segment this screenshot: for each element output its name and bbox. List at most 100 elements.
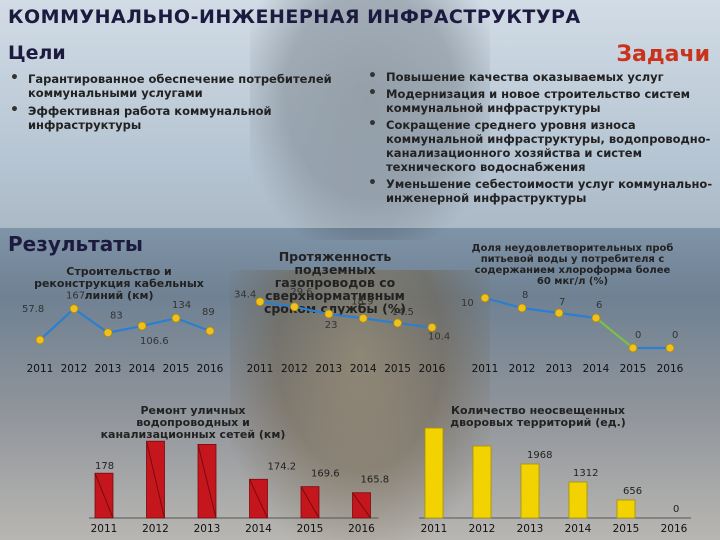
x-tick-label: 2013 — [517, 523, 544, 535]
series-line-segment — [259, 300, 295, 308]
x-tick-label: 2011 — [421, 523, 448, 535]
x-tick-label: 2012 — [61, 363, 88, 375]
data-point — [171, 313, 181, 323]
data-point — [255, 297, 265, 307]
data-point — [358, 313, 368, 323]
x-tick-label: 2015 — [613, 523, 640, 535]
x-tick-label: 2016 — [348, 523, 375, 535]
x-tick-label: 2015 — [297, 523, 324, 535]
data-label: 106.6 — [140, 336, 169, 347]
data-point — [591, 313, 601, 323]
chart-title-cable: Строительство и реконструкция кабельных … — [34, 265, 204, 302]
data-point — [324, 309, 334, 319]
task-item: Повышение качества оказываемых услуг — [366, 69, 716, 84]
task-item: Уменьшение себестоимости услуг коммуналь… — [366, 176, 716, 205]
series-line-segment — [107, 324, 143, 334]
x-tick-label: 2013 — [315, 363, 342, 375]
bar-diagonal — [146, 441, 165, 519]
series-line-segment — [141, 317, 177, 328]
x-tick-label: 2014 — [583, 363, 610, 375]
series-line-segment — [39, 307, 75, 341]
series-line-segment — [397, 321, 433, 329]
chart-title-pipes: Ремонт уличных водопроводных и канализац… — [100, 404, 286, 441]
data-label: 7 — [559, 297, 565, 308]
data-label: 29.6 — [290, 287, 312, 298]
data-label: 169.6 — [311, 469, 340, 480]
bar-diagonal — [94, 473, 114, 519]
x-tick-label: 2012 — [509, 363, 536, 375]
series-line-segment — [363, 317, 398, 325]
data-point — [480, 293, 490, 303]
series-line-segment — [595, 317, 634, 349]
x-tick-label: 2015 — [163, 363, 190, 375]
x-tick-label: 2016 — [197, 363, 224, 375]
x-tick-label: 2016 — [657, 363, 684, 375]
data-point — [393, 318, 403, 328]
x-tick-label: 2011 — [247, 363, 274, 375]
chart-title-lighting: Количество неосвещенных дворовых террито… — [450, 404, 626, 429]
data-point — [665, 343, 675, 353]
data-point — [103, 328, 113, 338]
x-tick-label: 2014 — [245, 523, 272, 535]
x-tick-label: 2012 — [142, 523, 169, 535]
x-tick-label: 2012 — [281, 363, 308, 375]
data-label: 165.8 — [361, 475, 390, 486]
results-heading: Результаты — [8, 232, 143, 256]
data-label: 6 — [596, 300, 602, 311]
data-point — [137, 321, 147, 331]
data-label: 1312 — [573, 468, 598, 479]
x-tick-label: 2014 — [350, 363, 377, 375]
data-label: 656 — [623, 486, 642, 497]
chart-title-gas: Протяженность подземных газопроводов со … — [263, 249, 407, 316]
bar — [472, 445, 492, 519]
x-tick-label: 2015 — [384, 363, 411, 375]
data-label: 134 — [172, 300, 191, 311]
data-label: 89 — [202, 307, 215, 318]
goal-item: Эффективная работа коммунальной инфрастр… — [8, 103, 338, 132]
tasks-list: Повышение качества оказываемых услуг Мод… — [366, 69, 716, 208]
data-label: 167 — [66, 291, 85, 302]
data-label: 83 — [110, 311, 123, 322]
data-label: 178 — [95, 461, 114, 472]
data-point — [69, 304, 79, 314]
data-label: 8 — [522, 290, 528, 301]
page-title: КОММУНАЛЬНО-ИНЖЕНЕРНАЯ ИНФРАСТРУКТУРА — [8, 6, 581, 28]
bar — [424, 427, 444, 519]
x-tick-label: 2012 — [469, 523, 496, 535]
x-tick-label: 2013 — [546, 363, 573, 375]
goals-heading: Цели — [8, 42, 66, 64]
bar-diagonal — [249, 479, 268, 519]
bar — [568, 481, 588, 519]
x-tick-label: 2016 — [419, 363, 446, 375]
data-label: 18.9 — [351, 296, 373, 307]
data-label: 1968 — [527, 450, 552, 461]
tasks-heading: Задачи — [616, 42, 710, 67]
data-label: 23 — [325, 320, 338, 331]
data-label: 14.5 — [392, 307, 414, 318]
series-line-segment — [521, 306, 560, 315]
x-tick-label: 2011 — [27, 363, 54, 375]
x-tick-label: 2015 — [620, 363, 647, 375]
x-tick-label: 2013 — [95, 363, 122, 375]
series-line-segment — [328, 312, 364, 320]
data-label: 174.2 — [268, 461, 297, 472]
data-point — [205, 326, 215, 336]
x-tick-label: 2011 — [91, 523, 118, 535]
data-point — [628, 343, 638, 353]
goals-list: Гарантированное обеспечение потребителей… — [8, 71, 338, 136]
x-tick-label: 2011 — [472, 363, 499, 375]
series-line-segment — [484, 296, 523, 310]
data-label: 57.8 — [22, 304, 44, 315]
chart-title-water: Доля неудовлетворительных проб питьевой … — [471, 243, 674, 287]
data-point — [554, 308, 564, 318]
bar-diagonal — [300, 486, 320, 519]
data-label: 10.4 — [428, 331, 450, 342]
x-tick-label: 2013 — [194, 523, 221, 535]
goal-item: Гарантированное обеспечение потребителей… — [8, 71, 338, 100]
data-point — [289, 302, 299, 312]
series-line-segment — [73, 307, 109, 334]
task-item: Модернизация и новое строительство систе… — [366, 86, 716, 115]
bar-diagonal — [352, 492, 371, 519]
series-line-segment — [175, 317, 211, 333]
